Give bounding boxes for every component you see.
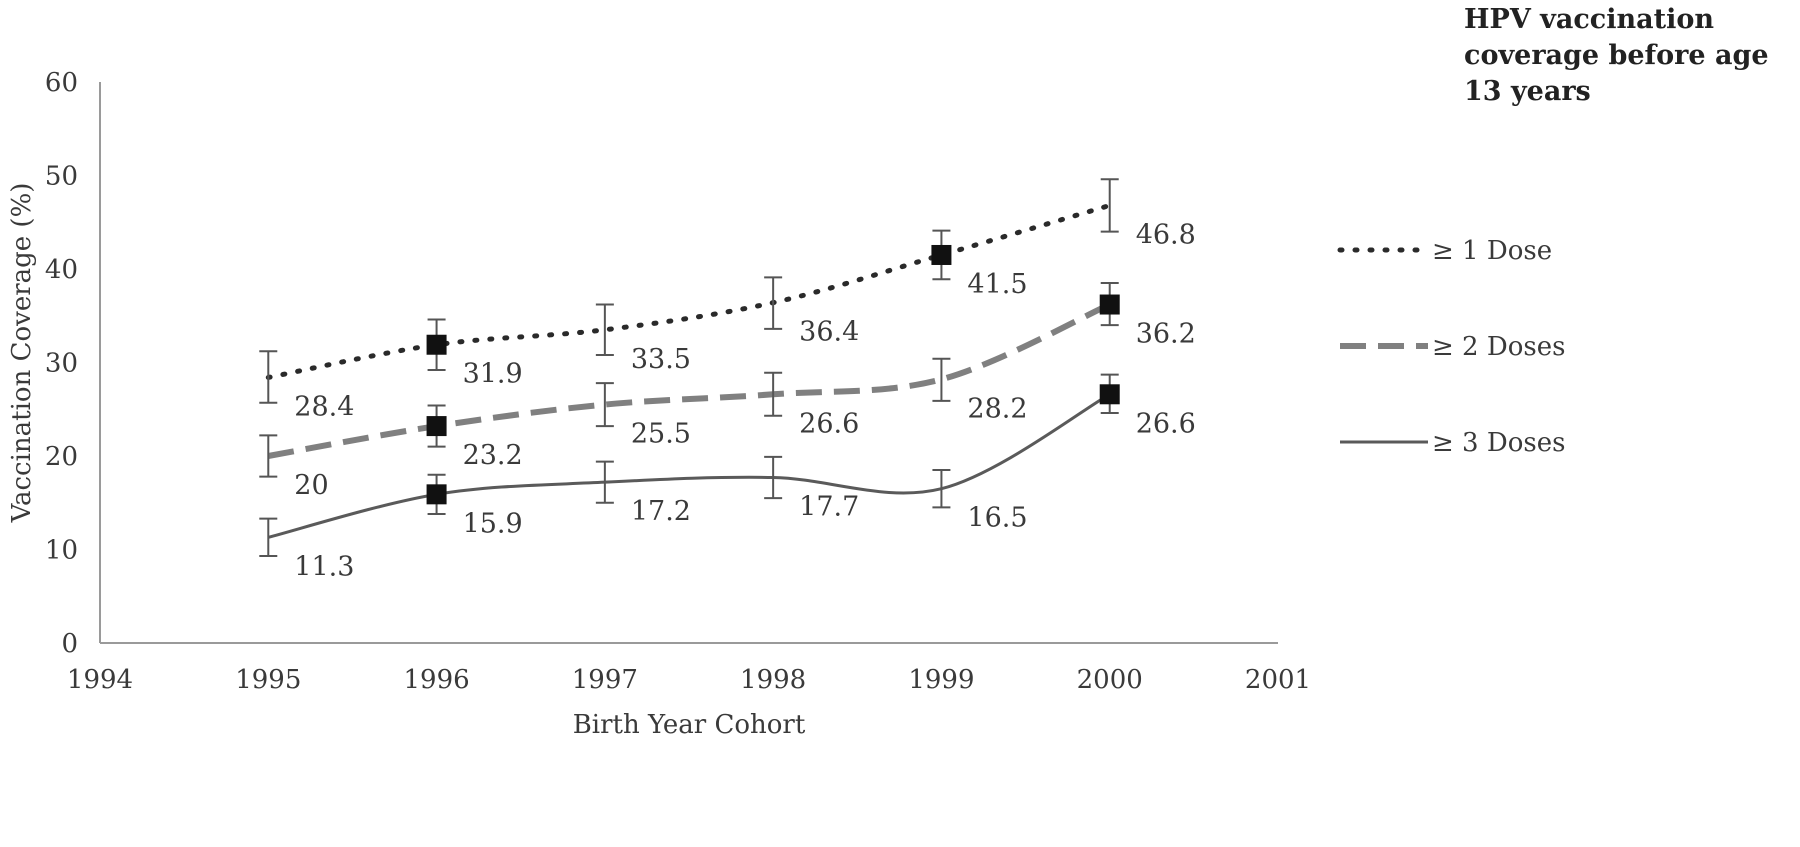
series-dose1 [259,178,1119,404]
legend-label: ≥ 3 Doses [1432,428,1565,458]
y-tick-label: 0 [61,629,78,659]
data-point-marker [426,484,447,505]
data-label: 33.5 [631,344,691,375]
x-axis-title: Birth Year Cohort [573,710,806,740]
data-label: 26.6 [1136,408,1196,439]
series-dose2 [259,282,1120,478]
x-tick-label: 2001 [1245,665,1311,695]
legend-title-line: 13 years [1464,76,1591,107]
x-tick-label: 1995 [235,665,301,695]
legend: HPV vaccination coverage before age 13 yea… [1337,4,1769,458]
y-tick-label: 30 [45,349,78,379]
data-label: 46.8 [1136,219,1196,250]
data-label: 23.2 [463,440,523,471]
data-point-marker [1099,384,1120,405]
error-bar [259,434,278,478]
legend-title-line: coverage before age [1464,40,1769,71]
legend-item-dose1: ≥ 1 Dose [1337,236,1552,266]
legend-item-dose2: ≥ 2 Doses [1340,332,1565,362]
error-bar [764,371,783,417]
x-tick-label: 1997 [572,665,638,695]
data-label: 41.5 [967,269,1027,300]
error-bar [1100,178,1119,233]
error-bar [595,303,614,357]
legend-label: ≥ 1 Dose [1432,236,1552,266]
data-label: 17.2 [631,496,691,527]
data-label: 11.3 [294,551,354,582]
x-tick-label: 1994 [67,665,133,695]
error-bar [932,357,951,402]
legend-label: ≥ 2 Doses [1432,332,1565,362]
data-label: 16.5 [967,503,1027,534]
x-tick-label: 1998 [740,665,806,695]
series-dose3 [259,373,1120,558]
error-bar [595,382,614,428]
y-tick-label: 20 [45,442,78,472]
series-line-dose3 [267,392,1111,539]
data-label: 15.9 [463,508,523,539]
axes: 0 10 20 30 40 50 60 1994 1995 1996 1997 1998 1999 200… [7,68,1311,740]
legend-item-dose3: ≥ 3 Doses [1340,428,1565,458]
y-tick-label: 10 [45,536,78,566]
data-label: 17.7 [799,492,859,523]
data-label: 28.2 [967,393,1027,424]
data-label: 20 [294,470,328,501]
data-point-marker [426,334,447,355]
x-tick-label: 1996 [403,665,469,695]
error-bar [764,276,783,330]
x-tick-label: 1999 [908,665,974,695]
x-tick-label: 2000 [1077,665,1143,695]
series-line-dose1 [265,202,1113,380]
data-labels: 28.4 31.9 33.5 36.4 41.5 46.8 20 23.2 25.5 26.6 28… [294,219,1196,582]
data-label: 31.9 [463,359,523,390]
error-bar [932,469,951,509]
series-layer [259,178,1120,558]
error-bar [764,455,783,500]
error-bar [259,517,278,558]
series-line-dose2 [267,301,1111,459]
y-tick-label: 40 [45,255,78,285]
data-point-marker [426,416,447,437]
error-bar [595,460,614,504]
y-tick-label: 60 [45,68,78,98]
legend-title-line: HPV vaccination [1464,4,1714,35]
data-label: 25.5 [631,419,691,450]
data-label: 36.4 [799,317,859,348]
data-point-marker [931,244,952,265]
data-label: 28.4 [294,391,354,422]
y-axis-title: Vaccination Coverage (%) [7,183,37,524]
y-tick-label: 50 [45,162,78,192]
error-bar [259,350,278,404]
data-label: 36.2 [1136,319,1196,350]
data-label: 26.6 [799,408,859,439]
data-point-marker [1099,294,1120,315]
